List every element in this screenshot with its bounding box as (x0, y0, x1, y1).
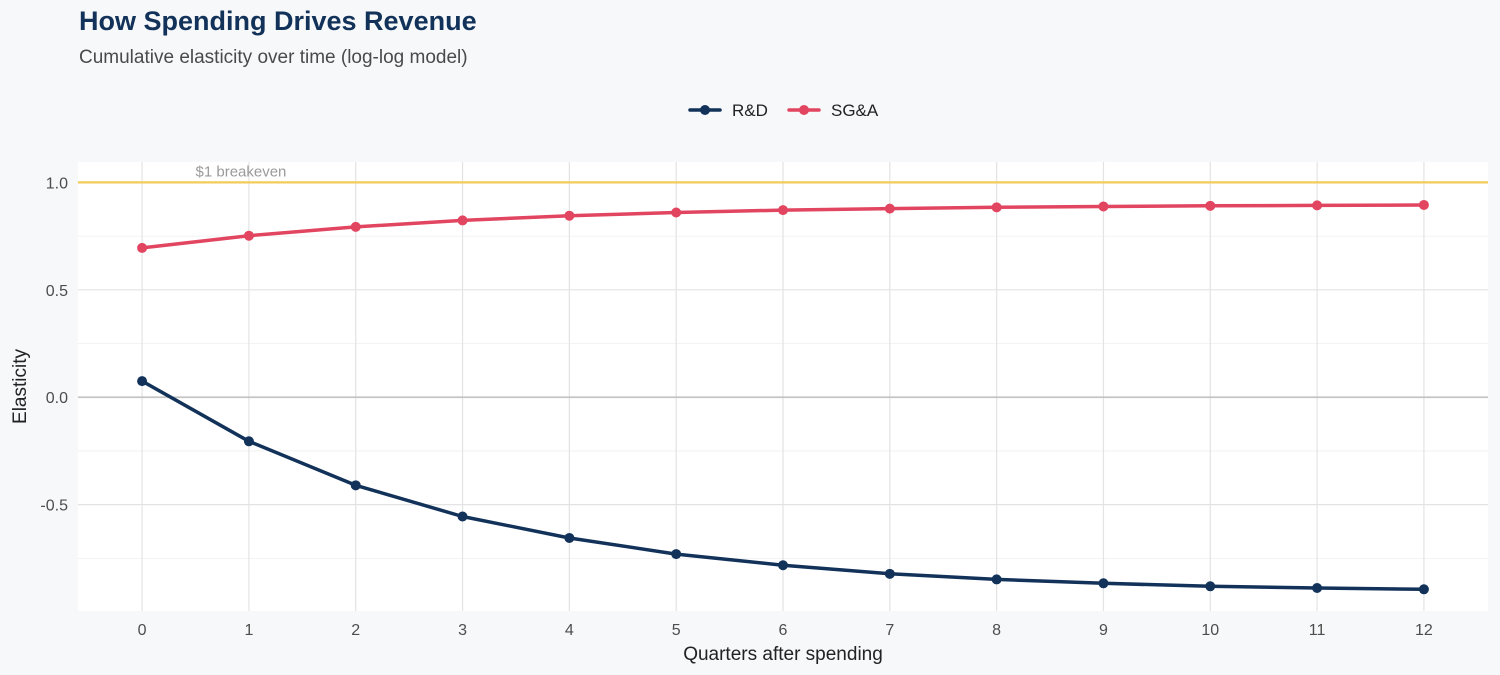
legend: R&D SG&A (688, 101, 879, 120)
data-point (991, 202, 1002, 213)
y-tick-label: 0.0 (46, 390, 68, 407)
data-point (137, 376, 148, 387)
y-tick-label: -0.5 (40, 498, 68, 515)
data-point (1205, 200, 1216, 211)
series-layer (137, 199, 1429, 595)
data-point (564, 210, 575, 221)
x-axis-title: Quarters after spending (683, 644, 883, 665)
data-point (1312, 200, 1323, 211)
legend-label: R&D (732, 101, 768, 120)
data-point (671, 207, 682, 218)
chart-title: How Spending Drives Revenue (79, 6, 477, 36)
data-point (457, 511, 468, 522)
y-tick-label: 0.5 (46, 283, 68, 300)
data-point (1418, 199, 1429, 210)
x-tick-label: 11 (1309, 622, 1326, 639)
breakeven-label: $1 breakeven (196, 163, 287, 180)
data-point (1098, 578, 1109, 589)
data-point (243, 230, 254, 241)
data-point (350, 480, 361, 491)
x-tick-label: 9 (1099, 622, 1108, 639)
data-point (243, 436, 254, 447)
data-point (778, 205, 788, 216)
data-point (350, 221, 361, 232)
data-point (1205, 581, 1216, 592)
data-point (991, 574, 1002, 585)
data-point (884, 203, 895, 214)
data-point (884, 568, 895, 579)
y-tick-label: 1.0 (46, 175, 68, 192)
y-axis-title: Elasticity (10, 349, 31, 424)
x-tick-label: 1 (244, 622, 253, 639)
x-tick-label: 2 (351, 622, 360, 639)
chart-subtitle: Cumulative elasticity over time (log-log… (79, 47, 468, 68)
legend-key-point (799, 105, 809, 115)
data-point (1098, 201, 1109, 212)
x-tick-label: 6 (779, 622, 788, 639)
x-tick-label: 7 (885, 622, 894, 639)
x-tick-label: 3 (458, 622, 467, 639)
x-tick-label: 8 (992, 622, 1001, 639)
reference-lines: $1 breakeven (78, 163, 1488, 399)
data-point (137, 242, 148, 253)
data-point (1312, 583, 1323, 594)
legend-key-point (700, 105, 710, 115)
legend-label: SG&A (831, 101, 879, 120)
axis-labels: 1.00.50.0-0.50 1 2 3 4 5 6 7 8 9 10 11 12 (40, 175, 1432, 639)
data-point (457, 215, 468, 226)
x-tick-label: 4 (565, 622, 574, 639)
data-point (671, 549, 682, 560)
data-point (564, 532, 575, 543)
x-tick-label: 12 (1415, 622, 1433, 639)
x-tick-label: 0 (138, 622, 147, 639)
data-point (778, 560, 788, 571)
x-tick-label: 5 (672, 622, 681, 639)
data-point (1418, 584, 1429, 595)
x-tick-label: 10 (1201, 622, 1219, 639)
